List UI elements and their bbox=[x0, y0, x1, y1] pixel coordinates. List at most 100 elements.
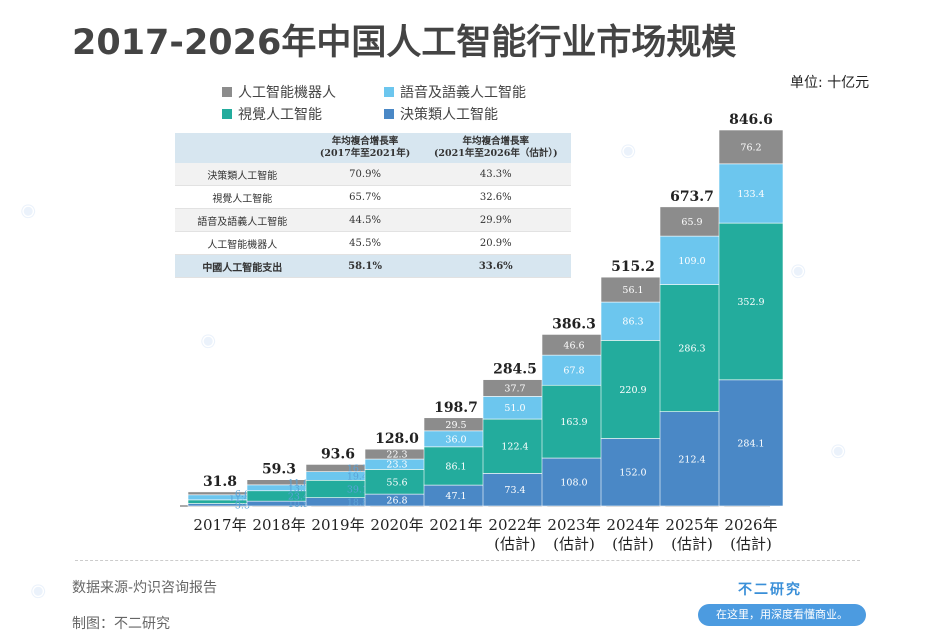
table-cell: 決策類人工智能 bbox=[175, 163, 310, 186]
bar-segment bbox=[600, 438, 666, 507]
data-label: 18.8 bbox=[347, 497, 368, 508]
bar-segment bbox=[482, 418, 548, 474]
bar-segment bbox=[659, 411, 725, 507]
bar-segment bbox=[718, 222, 784, 381]
bar-segment bbox=[541, 384, 607, 459]
made-by-note: 制图：不二研究 bbox=[72, 616, 170, 632]
bar-segment bbox=[600, 340, 666, 439]
legend-swatch bbox=[222, 109, 232, 119]
table-row: 視覺人工智能 65.7% 32.6% bbox=[175, 185, 571, 209]
table-cell: 人工智能機器人 bbox=[175, 231, 310, 255]
legend-label: 決策類人工智能 bbox=[400, 107, 498, 123]
x-tick-label: 2020年 bbox=[370, 516, 423, 534]
data-label: 152.0 bbox=[619, 468, 646, 479]
data-label: 36.0 bbox=[445, 434, 466, 445]
data-label: 47.1 bbox=[445, 491, 466, 502]
table-cell: 65.7% bbox=[309, 185, 421, 209]
data-label: 86.3 bbox=[622, 317, 643, 328]
legend-swatch bbox=[384, 87, 394, 97]
table-header-cell: 年均複合增長率 (2017年至2021年) bbox=[309, 133, 421, 163]
table-cell: 視覺人工智能 bbox=[175, 185, 310, 209]
data-label: 122.4 bbox=[501, 442, 528, 453]
x-tick-label: 2026年 bbox=[724, 516, 777, 534]
x-tick-label: (估計) bbox=[612, 535, 654, 553]
page-title: 2017-2026年中国人工智能行业市场规模 bbox=[72, 23, 737, 63]
table-cell: 45.5% bbox=[309, 231, 421, 255]
legend-label: 語音及語義人工智能 bbox=[400, 85, 526, 101]
data-label: 26.8 bbox=[386, 496, 407, 507]
x-tick-label: 2022年 bbox=[488, 516, 541, 534]
data-label: 46.6 bbox=[563, 340, 584, 351]
bar-segment bbox=[600, 301, 666, 341]
bar-total-label: 386.3 bbox=[552, 316, 596, 332]
data-label: 108.0 bbox=[560, 478, 587, 489]
x-tick-label: 2018年 bbox=[252, 516, 305, 534]
legend-item-speech: 語音及語義人工智能 bbox=[384, 82, 526, 102]
data-label: 51.0 bbox=[504, 403, 525, 414]
data-label: 5.5 bbox=[235, 500, 250, 511]
table-header-cell bbox=[175, 133, 310, 163]
bar-segment bbox=[718, 129, 784, 165]
table-cell: 29.9% bbox=[420, 208, 571, 232]
table-cell: 44.5% bbox=[309, 208, 421, 232]
bar-total-label: 846.6 bbox=[729, 112, 773, 128]
bar-total-label: 128.0 bbox=[375, 431, 419, 447]
table-cell: 33.6% bbox=[420, 254, 571, 278]
data-label: 56.1 bbox=[622, 285, 643, 296]
x-tick-label: (估計) bbox=[730, 535, 772, 553]
data-label: 67.8 bbox=[563, 366, 584, 377]
bar-total-label: 284.5 bbox=[493, 362, 537, 378]
data-label: 109.0 bbox=[678, 256, 705, 267]
table-row: 決策類人工智能 70.9% 43.3% bbox=[175, 163, 571, 186]
data-label: 65.9 bbox=[681, 217, 702, 228]
bar-total-label: 59.3 bbox=[262, 462, 296, 478]
table-cell: 43.3% bbox=[420, 163, 571, 186]
table-cell: 58.1% bbox=[309, 254, 421, 278]
table-header-cell: 年均複合增長率 (2021年至2026年（估計）) bbox=[420, 133, 571, 163]
chart-legend: 人工智能機器人 語音及語義人工智能 視覺人工智能 決策類人工智能 bbox=[222, 82, 642, 126]
data-label: 284.1 bbox=[737, 438, 764, 449]
unit-label: 单位: 十亿元 bbox=[790, 75, 870, 91]
table-row: 人工智能機器人 45.5% 20.9% bbox=[175, 231, 571, 255]
data-label: 23.4 bbox=[288, 491, 309, 502]
data-label: 29.5 bbox=[445, 420, 466, 431]
x-tick-label: 2025年 bbox=[665, 516, 718, 534]
data-label: 212.4 bbox=[678, 454, 705, 465]
data-label: 23.3 bbox=[386, 460, 407, 471]
bar-segment bbox=[423, 446, 489, 486]
x-tick-label: (估計) bbox=[553, 535, 595, 553]
data-label: 16.3 bbox=[347, 464, 368, 475]
x-tick-label: 2024年 bbox=[606, 516, 659, 534]
bar-segment bbox=[541, 457, 607, 507]
table-cell: 20.9% bbox=[420, 231, 571, 255]
data-label: 13.3 bbox=[288, 483, 309, 494]
x-tick-label: (估計) bbox=[671, 535, 713, 553]
table-header-row: 年均複合增長率 (2017年至2021年) 年均複合增長率 (2021年至202… bbox=[175, 133, 571, 163]
data-label: 11.4 bbox=[229, 493, 250, 504]
data-label: 6.6 bbox=[235, 489, 250, 500]
data-label: 352.9 bbox=[737, 297, 764, 308]
data-label: 10.9 bbox=[288, 499, 309, 510]
bar-total-label: 93.6 bbox=[321, 446, 355, 462]
legend-label: 視覺人工智能 bbox=[238, 107, 322, 123]
table-cell: 中國人工智能支出 bbox=[175, 254, 310, 278]
brand-logo: 不二研究 bbox=[738, 582, 802, 598]
legend-item-decision: 決策類人工智能 bbox=[384, 104, 498, 124]
table-row-total: 中國人工智能支出 58.1% 33.6% bbox=[175, 254, 571, 278]
data-label: 286.3 bbox=[678, 344, 705, 355]
source-note: 数据来源-灼识咨询报告 bbox=[72, 580, 218, 596]
bar-total-label: 673.7 bbox=[670, 189, 714, 205]
brand-tagline: 在这里，用深度看懂商业。 bbox=[698, 604, 866, 626]
data-label: 19.4 bbox=[347, 471, 368, 482]
bar-segment bbox=[541, 354, 607, 386]
data-label: 163.9 bbox=[560, 417, 587, 428]
table-cell: 70.9% bbox=[309, 163, 421, 186]
legend-swatch bbox=[222, 87, 232, 97]
data-label: 76.2 bbox=[740, 142, 761, 153]
data-label: 22.3 bbox=[386, 450, 407, 461]
data-label: 133.4 bbox=[737, 189, 764, 200]
data-label: 37.7 bbox=[504, 384, 525, 395]
bar-total-label: 198.7 bbox=[434, 400, 478, 416]
table-row: 語音及語義人工智能 44.5% 29.9% bbox=[175, 208, 571, 232]
